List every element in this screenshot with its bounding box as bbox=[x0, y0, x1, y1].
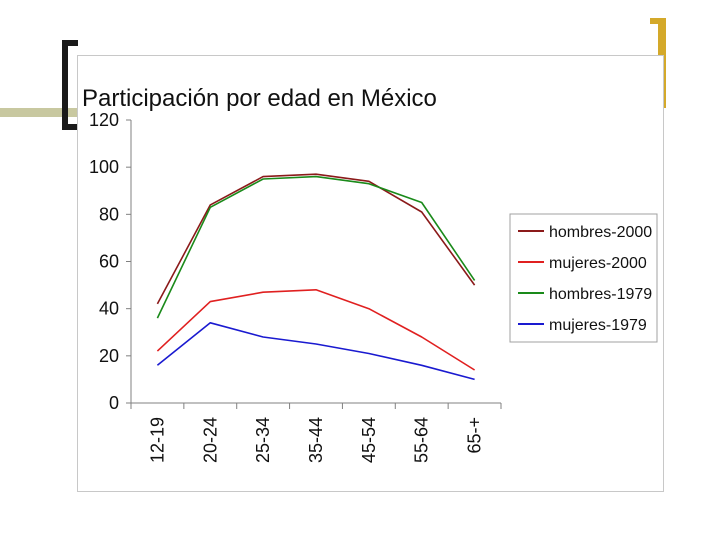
x-tick-label: 45-54 bbox=[359, 417, 379, 463]
y-tick-label: 60 bbox=[99, 252, 119, 272]
legend-box bbox=[509, 213, 658, 343]
x-tick-label: 65-+ bbox=[465, 417, 485, 454]
x-tick-label: 12-19 bbox=[147, 417, 167, 463]
y-tick-label: 80 bbox=[99, 204, 119, 224]
slide-title: Participación por edad en México bbox=[82, 85, 437, 112]
y-tick-label: 120 bbox=[89, 110, 119, 130]
legend-label-mujeres-2000: mujeres-2000 bbox=[549, 255, 647, 272]
y-tick-label: 0 bbox=[109, 393, 119, 413]
x-tick-label: 35-44 bbox=[306, 417, 326, 463]
legend-label-mujeres-1979: mujeres-1979 bbox=[549, 317, 647, 334]
legend-label-hombres-2000: hombres-2000 bbox=[549, 224, 652, 241]
y-tick-label: 40 bbox=[99, 299, 119, 319]
decor-bracket-right-top bbox=[650, 18, 666, 24]
series-line-mujeres-1979 bbox=[156, 321, 475, 381]
series-line-mujeres-2000 bbox=[156, 288, 476, 371]
series-line-hombres-1979 bbox=[156, 175, 476, 319]
legend-label-hombres-1979: hombres-1979 bbox=[549, 286, 652, 303]
y-tick-label: 20 bbox=[99, 346, 119, 366]
series-line-hombres-2000 bbox=[156, 173, 476, 305]
x-tick-label: 55-64 bbox=[412, 417, 432, 463]
y-tick-label: 100 bbox=[89, 157, 119, 177]
x-tick-label: 25-34 bbox=[253, 417, 273, 463]
decor-bracket-left-vertical bbox=[62, 40, 68, 130]
decor-bar-left bbox=[0, 108, 82, 117]
x-tick-label: 20-24 bbox=[200, 417, 220, 463]
decor-bracket-left-bottom bbox=[62, 124, 78, 130]
decor-bracket-left-top bbox=[62, 40, 78, 46]
